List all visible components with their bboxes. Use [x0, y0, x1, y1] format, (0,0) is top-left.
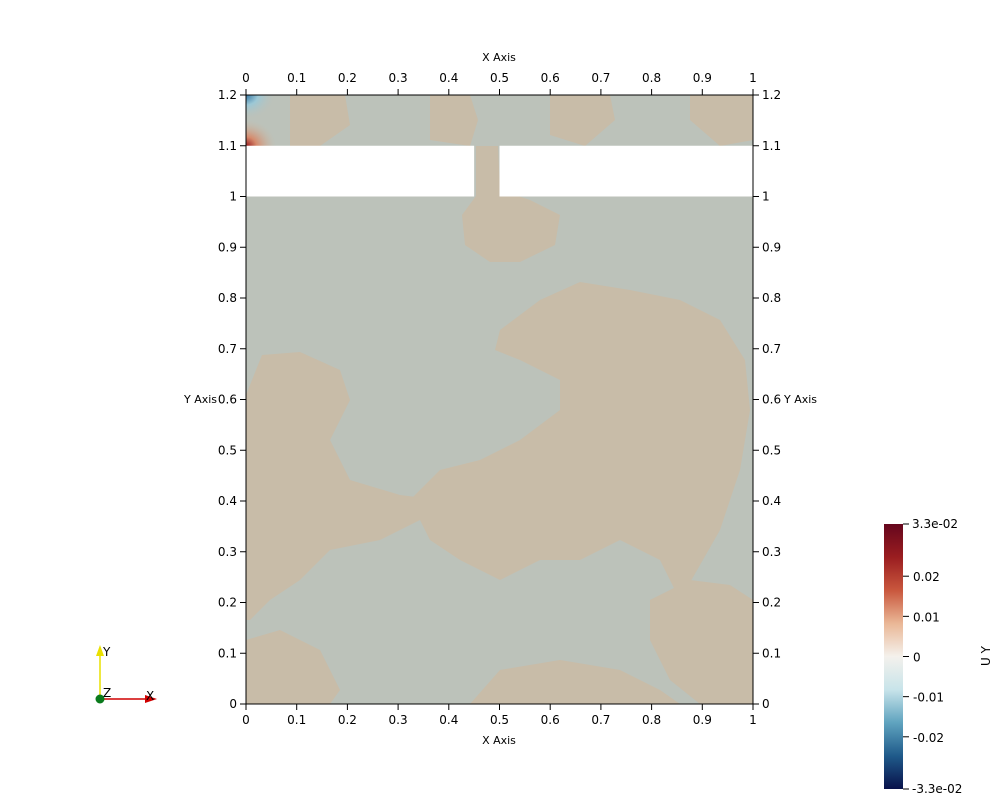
x-axis-title-bottom: X Axis: [482, 734, 516, 747]
x-tick-label-bottom: 0.1: [287, 713, 306, 727]
colorbar-tick-label: 0: [913, 651, 921, 665]
x-tick-label-top: 0.1: [287, 71, 306, 85]
warm-region-top-2: [430, 95, 478, 146]
y-tick-label-right: 0.1: [762, 646, 781, 660]
y-tick-label-right: 0.6: [762, 393, 781, 407]
y-tick-label-right: 1: [762, 190, 770, 204]
x-tick-label-top: 0.4: [439, 71, 458, 85]
orientation-axes-widget: Y Z X: [95, 645, 157, 704]
warm-regions: [246, 95, 753, 704]
x-tick-label-bottom: 0.5: [490, 713, 509, 727]
y-tick-label-left: 1.2: [218, 88, 237, 102]
x-tick-label-top: 0.6: [541, 71, 560, 85]
colorbar-tick-label: -0.01: [913, 691, 944, 705]
x-tick-label-top: 0.2: [338, 71, 357, 85]
x-tick-label-top: 0: [242, 71, 250, 85]
triad-y-label: Y: [102, 645, 111, 659]
warm-region-top-3: [550, 95, 615, 146]
warm-region-right-large: [410, 282, 750, 600]
y-axis-title-right: Y Axis: [783, 393, 817, 406]
y-tick-label-left: 0.5: [218, 443, 237, 457]
x-tick-label-bottom: 0.8: [642, 713, 661, 727]
red-hotspot: [246, 120, 276, 146]
colorbar-title: U Y: [979, 645, 993, 666]
y-tick-label-left: 0: [229, 697, 237, 711]
x-tick-label-top: 1: [749, 71, 757, 85]
y-tick-label-left: 0.7: [218, 342, 237, 356]
x-tick-label-top: 0.8: [642, 71, 661, 85]
y-tick-label-right: 0.5: [762, 443, 781, 457]
colorbar-min-label: -3.3e-02: [912, 782, 962, 796]
y-tick-label-left: 1: [229, 190, 237, 204]
warm-region-top-4: [690, 95, 753, 146]
y-tick-label-left: 0.9: [218, 240, 237, 254]
colorbar[interactable]: 0.02 0.01 0 -0.01 -0.02 3.3e-02 -3.3e-02 U Y: [884, 517, 993, 796]
colorbar-gradient: [884, 524, 903, 789]
y-tick-label-right: 0.2: [762, 596, 781, 610]
y-tick-label-right: 0.9: [762, 240, 781, 254]
x-tick-label-bottom: 0.9: [693, 713, 712, 727]
colorbar-tick-label: 0.02: [913, 570, 940, 584]
x-tick-label-top: 0.7: [591, 71, 610, 85]
y-tick-label-right: 0.7: [762, 342, 781, 356]
triad-z-label: Z: [103, 686, 111, 700]
warm-region-top-1: [290, 95, 350, 146]
triad-x-arrowhead: [145, 695, 157, 703]
warm-region-bottom-right: [650, 580, 753, 704]
y-tick-label-left: 0.4: [218, 494, 237, 508]
solid-block-left: [246, 145, 475, 197]
triad-origin: [95, 694, 105, 704]
warm-region-gap-plume: [462, 146, 560, 262]
y-tick-label-right: 1.2: [762, 88, 781, 102]
solid-block-right: [499, 145, 753, 197]
y-tick-label-right: 0.4: [762, 494, 781, 508]
y-tick-label-right: 0.8: [762, 291, 781, 305]
colorbar-tick-label: 0.01: [913, 610, 940, 624]
x-axis-ticks: 0 0 0.1 0.1 0.2 0.2 0.3 0.3 0.4 0.4 0.5 0.5 0.6 0.6 0.…: [242, 71, 757, 727]
x-tick-label-top: 0.3: [389, 71, 408, 85]
u-y-field-plot: [246, 95, 753, 704]
y-axis-ticks: 0 0 0.1 0.1 0.2 0.2 0.3 0.3 0.4 0.4 0.5 0.5 0.6 0.6 0.…: [218, 88, 781, 711]
y-tick-label-left: 0.3: [218, 545, 237, 559]
x-tick-label-top: 0.5: [490, 71, 509, 85]
x-tick-label-bottom: 0.2: [338, 713, 357, 727]
colorbar-max-label: 3.3e-02: [912, 517, 958, 531]
x-tick-label-bottom: 0.7: [591, 713, 610, 727]
y-tick-label-left: 1.1: [218, 139, 237, 153]
blue-coldspot: [246, 95, 276, 120]
triad-x-label: X: [146, 689, 154, 703]
colorbar-ticks: 0.02 0.01 0 -0.01 -0.02: [903, 523, 944, 790]
y-tick-label-right: 1.1: [762, 139, 781, 153]
x-tick-label-top: 0.9: [693, 71, 712, 85]
y-tick-label-right: 0: [762, 697, 770, 711]
y-tick-label-left: 0.8: [218, 291, 237, 305]
y-axis-title-left: Y Axis: [183, 393, 217, 406]
triad-y-arrowhead: [96, 645, 104, 656]
x-tick-label-bottom: 0: [242, 713, 250, 727]
y-tick-label-left: 0.2: [218, 596, 237, 610]
y-tick-label-right: 0.3: [762, 545, 781, 559]
warm-region-bottom-left: [246, 630, 340, 704]
x-tick-label-bottom: 0.4: [439, 713, 458, 727]
x-tick-label-bottom: 0.3: [389, 713, 408, 727]
warm-region-left: [246, 352, 440, 620]
warm-region-bottom: [470, 660, 680, 704]
x-tick-label-bottom: 0.6: [541, 713, 560, 727]
x-tick-label-bottom: 1: [749, 713, 757, 727]
y-tick-label-left: 0.6: [218, 393, 237, 407]
y-tick-label-left: 0.1: [218, 646, 237, 660]
x-axis-title-top: X Axis: [482, 51, 516, 64]
colorbar-tick-label: -0.02: [913, 731, 944, 745]
